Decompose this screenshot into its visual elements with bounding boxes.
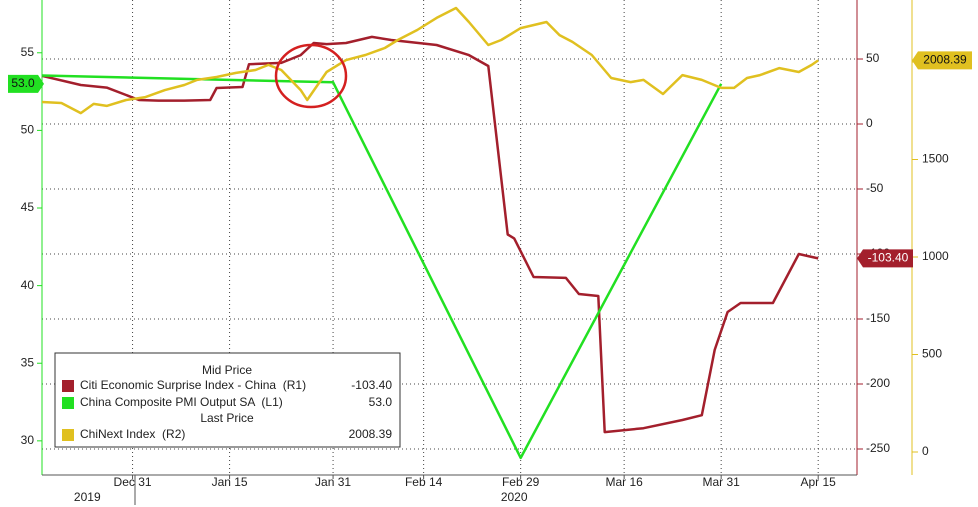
y3-tick-label: 0	[922, 444, 929, 458]
highlight-circle	[274, 43, 348, 109]
series-line	[42, 35, 819, 434]
lines	[42, 6, 819, 460]
y2-tick-label: -250	[866, 441, 890, 455]
legend-box	[54, 352, 401, 448]
y3-tick-label: 1000	[922, 249, 949, 263]
x-tick-label: Dec 31	[114, 475, 152, 489]
y-tick-label: 45	[21, 200, 35, 214]
y-tick-label: 30	[21, 433, 35, 447]
tags: 53.0 -103.40 2008.39	[8, 51, 972, 268]
x-tick-label: Feb 29	[502, 475, 540, 489]
y-tick-label: 40	[21, 278, 35, 292]
legend-label: ChiNext Index (R2)	[80, 427, 185, 441]
y2-tick-label: 50	[866, 51, 880, 65]
y3-tick-label: 1500	[922, 152, 949, 166]
y2-tick-label: -200	[866, 376, 890, 390]
legend-swatch	[62, 380, 74, 392]
legend-header: Mid Price	[202, 363, 252, 377]
legend-label: Citi Economic Surprise Index - China (R1…	[80, 378, 306, 392]
last-value-label: 53.0	[11, 76, 35, 90]
x-year-label: 2019	[74, 490, 101, 504]
y2-tick-label: -150	[866, 311, 890, 325]
legend-header: Last Price	[200, 411, 254, 425]
legend-label: China Composite PMI Output SA (L1)	[80, 395, 283, 409]
x-tick-label: Mar 16	[605, 475, 643, 489]
legend-swatch	[62, 429, 74, 441]
last-value-tag	[8, 74, 44, 93]
legend: Mid Price Last Price Citi Economic Surpris…	[54, 352, 401, 448]
x-tick-label: Jan 15	[212, 475, 248, 489]
y3-tick-label: 500	[922, 347, 942, 361]
legend-value: -103.40	[351, 378, 392, 392]
legend-value: 2008.39	[349, 427, 393, 441]
y-tick-label: 55	[21, 45, 35, 59]
y-tick-label: 35	[21, 355, 35, 369]
x-tick-label: Feb 14	[405, 475, 443, 489]
y-tick-label: 50	[21, 123, 35, 137]
x-tick-label: Mar 31	[702, 475, 740, 489]
legend-value: 53.0	[369, 395, 393, 409]
legend-swatch	[62, 397, 74, 409]
y2-tick-label: 0	[866, 116, 873, 130]
series-line	[42, 74, 723, 460]
last-value-label: -103.40	[868, 251, 909, 265]
last-value-tag	[857, 249, 913, 268]
last-value-tag	[912, 51, 972, 70]
y2-tick-label: -50	[866, 181, 884, 195]
last-value-label: 2008.39	[923, 53, 967, 67]
x-tick-label: Jan 31	[315, 475, 351, 489]
x-tick-label: Apr 15	[801, 475, 837, 489]
x-year-label: 2020	[501, 490, 528, 504]
series-line	[42, 6, 819, 115]
